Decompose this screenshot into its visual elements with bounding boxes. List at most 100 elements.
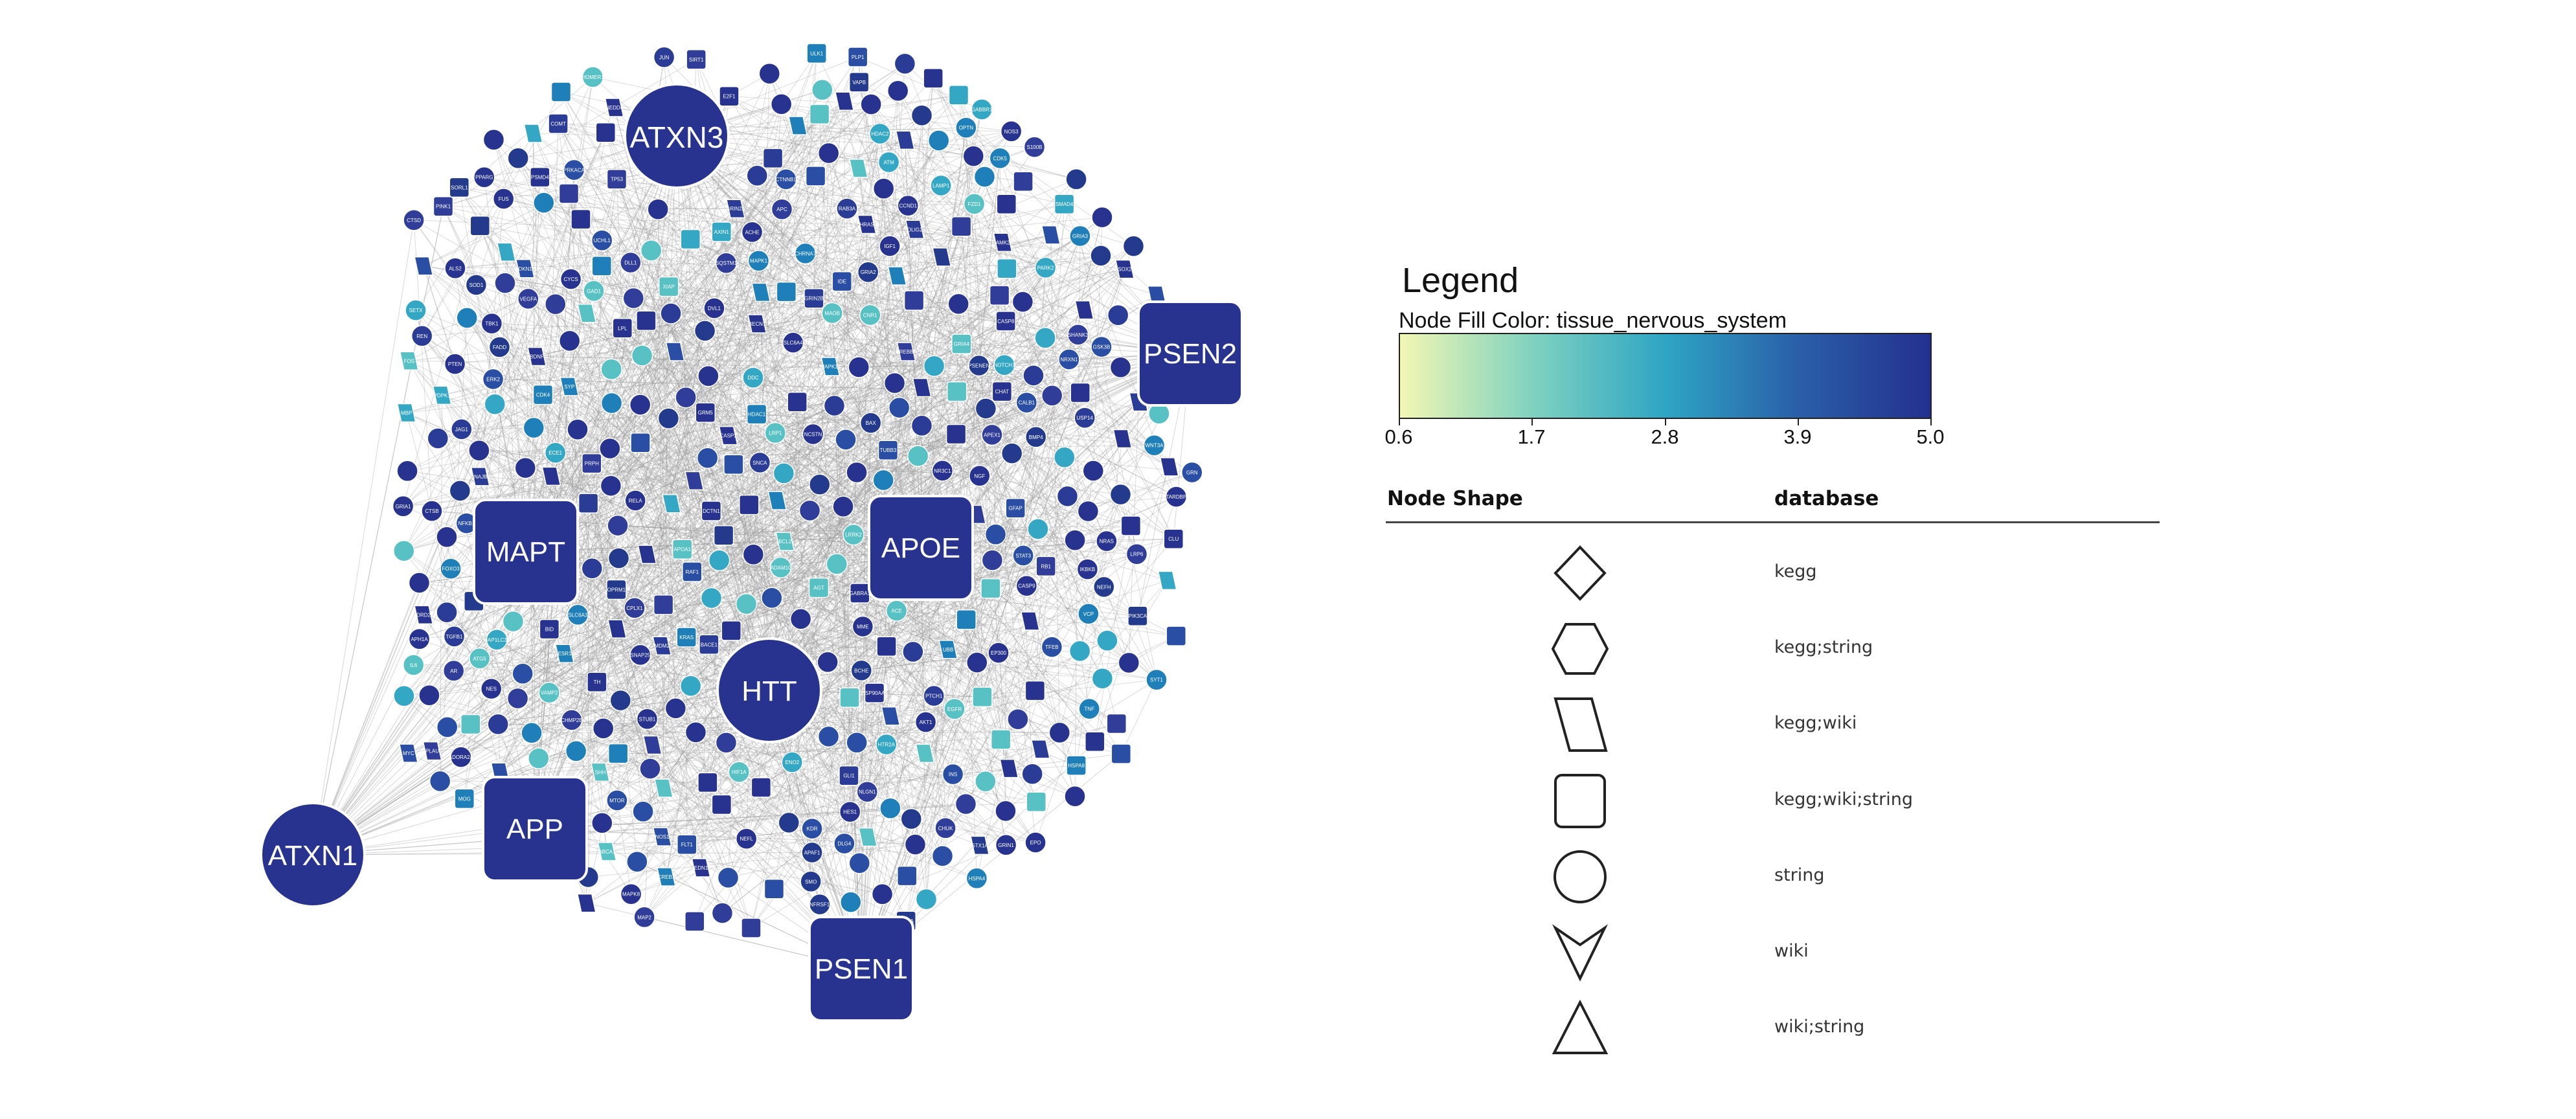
node-label: GRIA4 xyxy=(954,341,970,347)
edge xyxy=(551,475,664,605)
network-node xyxy=(1024,426,1047,448)
edge xyxy=(442,255,1102,396)
hub-node-atxn3[interactable]: ATXN3 xyxy=(624,83,730,189)
edge xyxy=(783,158,1000,474)
edge xyxy=(406,413,949,650)
network-node xyxy=(915,888,938,910)
edge xyxy=(692,391,1002,572)
edge xyxy=(460,208,736,492)
edge xyxy=(769,73,1037,802)
node-label: CHUK xyxy=(938,826,953,831)
edge xyxy=(571,719,1037,802)
edge xyxy=(461,391,1002,430)
edge xyxy=(921,128,967,426)
edge xyxy=(642,179,787,356)
edge xyxy=(646,104,872,321)
network-node xyxy=(975,770,997,793)
color-gradient-bar xyxy=(1399,333,1932,419)
network-node xyxy=(888,396,910,419)
edge xyxy=(746,619,967,839)
edge xyxy=(857,470,943,473)
network-node xyxy=(1065,168,1087,190)
edge xyxy=(622,328,1077,766)
network-node xyxy=(398,743,418,763)
hub-node-atxn1[interactable]: ATXN1 xyxy=(260,802,366,908)
edge xyxy=(784,300,914,474)
network-node xyxy=(653,46,675,69)
network-node xyxy=(642,735,662,755)
network-node xyxy=(399,351,419,371)
tick-mark xyxy=(1930,419,1932,425)
edge xyxy=(809,510,1096,742)
edge xyxy=(549,629,813,853)
network-node xyxy=(1165,486,1188,508)
network-graph[interactable]: GRIA4 GRIN1 GRIA3 CALB1 SNCA BDNF PARK2 GSK3B CD… xyxy=(0,0,1360,1119)
edge xyxy=(966,525,1131,804)
network-node xyxy=(1027,518,1049,540)
network-node xyxy=(907,445,929,467)
network-node xyxy=(473,166,495,188)
edge xyxy=(958,95,1174,539)
network-node xyxy=(691,858,711,877)
edge xyxy=(631,242,1003,894)
network-node xyxy=(600,392,623,414)
edge xyxy=(571,140,940,721)
edge xyxy=(721,613,1089,805)
node-label: GRIA3 xyxy=(1072,234,1089,240)
network-node xyxy=(677,834,697,855)
edge xyxy=(859,82,1089,615)
edge xyxy=(415,158,519,311)
node-label: MBP xyxy=(401,411,412,416)
hub-node-psen1[interactable]: PSEN1 xyxy=(808,916,914,1022)
edge xyxy=(676,135,1088,570)
edge xyxy=(500,376,709,773)
network-node xyxy=(1146,668,1168,691)
node-label: TNF xyxy=(1084,706,1094,712)
network-node xyxy=(1034,327,1056,349)
hub-node-apoe[interactable]: APOE xyxy=(868,495,974,601)
edge xyxy=(898,91,943,856)
edge xyxy=(558,123,785,542)
hub-node-htt[interactable]: HTT xyxy=(716,637,822,743)
node-label: REN xyxy=(416,333,427,339)
edge xyxy=(406,337,1046,413)
network-node xyxy=(809,104,830,125)
network-node xyxy=(798,499,821,522)
node-label: IKBKB xyxy=(1080,567,1096,572)
network-node xyxy=(826,553,848,575)
edge xyxy=(735,209,747,604)
edge xyxy=(564,500,778,654)
edge xyxy=(522,548,683,674)
network-node xyxy=(422,741,442,761)
hub-node-mapt[interactable]: MAPT xyxy=(473,499,579,605)
edge xyxy=(616,565,1046,629)
edge xyxy=(694,353,1191,922)
edge xyxy=(841,281,957,435)
edge xyxy=(859,82,1006,322)
hub-node-app[interactable]: APP xyxy=(482,776,588,882)
network-node xyxy=(811,79,833,101)
hub-node-psen2[interactable]: PSEN2 xyxy=(1137,300,1243,407)
edge xyxy=(603,267,1046,729)
network-node xyxy=(694,320,716,342)
network-node xyxy=(607,514,629,537)
edge xyxy=(564,158,1000,654)
edge xyxy=(607,768,1010,852)
edge xyxy=(1000,538,1174,740)
edge xyxy=(605,132,706,332)
node-label: DRD2 xyxy=(416,612,431,618)
edge xyxy=(500,330,706,773)
network-node xyxy=(715,252,738,274)
edge xyxy=(534,153,830,830)
edge xyxy=(432,353,1191,752)
node-label: RAF1 xyxy=(686,569,699,575)
gradient-ticks: 0.6 1.7 2.8 3.9 5.0 xyxy=(1373,425,2020,454)
edge xyxy=(886,508,1016,745)
node-label: SNCA xyxy=(752,460,767,466)
network-node xyxy=(647,198,669,220)
edge xyxy=(761,585,1027,788)
network-node xyxy=(991,381,1013,402)
node-label: MYC xyxy=(403,751,414,756)
network-node xyxy=(999,758,1019,778)
edge xyxy=(484,177,1105,587)
